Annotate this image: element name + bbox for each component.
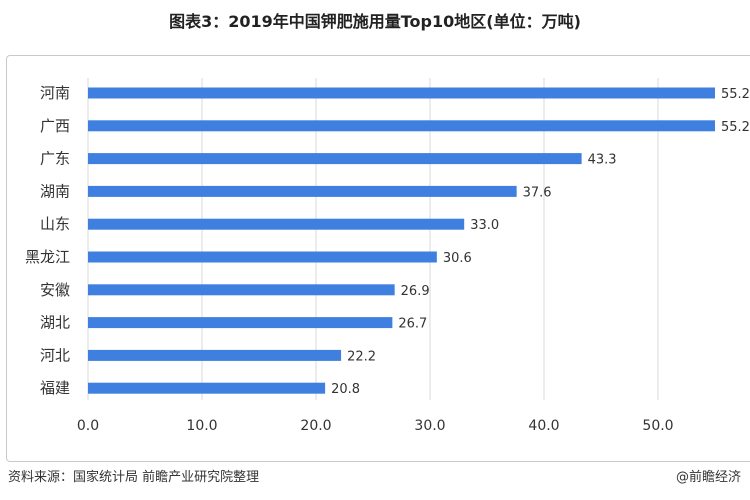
x-tick-label: 40.0 (528, 418, 559, 434)
bar (88, 153, 582, 165)
category-label: 山东 (40, 215, 70, 233)
value-label: 43.3 (588, 153, 617, 168)
category-label: 黑龙江 (25, 248, 70, 266)
bar (88, 218, 465, 230)
bar (88, 185, 517, 197)
value-label: 33.0 (470, 218, 499, 233)
value-label: 37.6 (523, 185, 552, 200)
source-note: 资料来源：国家统计局 前瞻产业研究院整理 (8, 470, 260, 485)
bar (88, 317, 393, 329)
bar (88, 87, 715, 99)
category-label: 湖北 (40, 314, 70, 332)
bar (88, 120, 715, 132)
category-label: 福建 (40, 379, 70, 397)
value-label: 30.6 (443, 251, 472, 266)
chart-title: 图表3：2019年中国钾肥施用量Top10地区(单位：万吨) (169, 12, 581, 31)
category-label: 广西 (40, 117, 70, 135)
brand-watermark-text: @前瞻经济 (676, 470, 742, 485)
bar (88, 382, 326, 394)
bars (88, 87, 715, 394)
value-label: 55.2 (721, 120, 750, 135)
x-tick-label: 10.0 (186, 418, 217, 434)
x-tick-label: 50.0 (642, 418, 673, 434)
category-label: 河北 (40, 346, 70, 364)
category-label: 安徽 (40, 281, 70, 299)
value-label: 20.8 (331, 382, 360, 397)
category-label: 河南 (40, 84, 70, 102)
value-label: 55.2 (721, 87, 750, 102)
category-label: 广东 (40, 150, 70, 168)
bar (88, 349, 342, 361)
x-axis-ticks: 0.0 10.0 20.0 30.0 40.0 50.0 (77, 418, 674, 434)
category-label: 湖南 (40, 182, 70, 200)
value-labels: 55.2 55.2 43.3 37.6 33.0 30.6 26.9 26.7 22.2 20.8 (331, 87, 750, 397)
x-tick-label: 20.0 (300, 418, 331, 434)
x-tick-label: 0.0 (77, 418, 99, 434)
value-label: 26.7 (398, 317, 427, 332)
grid-lines (87, 78, 659, 400)
x-tick-label: 30.0 (414, 418, 445, 434)
bar (88, 251, 437, 263)
value-label: 26.9 (401, 284, 430, 299)
bar (88, 284, 395, 296)
value-label: 22.2 (347, 349, 376, 364)
